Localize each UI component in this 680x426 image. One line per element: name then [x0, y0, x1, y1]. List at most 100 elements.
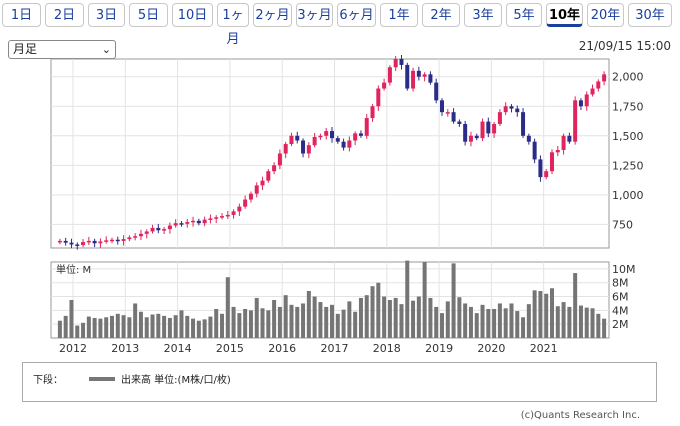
candle-body: [260, 180, 265, 186]
volume-bar: [555, 306, 560, 338]
tab-6[interactable]: 1ヶ月: [217, 3, 249, 47]
volume-tick-label: 2M: [612, 318, 629, 331]
candle-body: [370, 106, 375, 119]
volume-bar: [306, 291, 311, 338]
candle-body: [492, 123, 497, 134]
volume-bar: [416, 296, 421, 338]
volume-bar: [208, 316, 213, 338]
candle-body: [191, 220, 196, 223]
y-tick-label: 1,500: [612, 130, 644, 143]
candle-period-value: 月足: [13, 42, 38, 56]
candle-body: [115, 239, 120, 242]
candle-body: [445, 112, 450, 114]
candle-body: [185, 222, 190, 224]
y-tick-label: 2,000: [612, 71, 644, 84]
candle-body: [318, 135, 323, 138]
candle-body: [428, 74, 433, 83]
candle-body: [532, 141, 537, 160]
tab-11[interactable]: 2年: [422, 3, 460, 27]
tab-2[interactable]: 2日: [45, 3, 84, 27]
candle-body: [138, 233, 143, 237]
volume-bar: [98, 318, 103, 338]
tab-10[interactable]: 1年: [380, 3, 418, 27]
candle-body: [347, 140, 352, 148]
tab-13[interactable]: 5年: [506, 3, 542, 27]
x-tick-label: 2015: [216, 342, 244, 355]
volume-bar: [457, 297, 462, 338]
candle-body: [341, 141, 346, 148]
volume-bar: [63, 315, 68, 338]
volume-bar: [312, 296, 317, 338]
candle-body: [144, 231, 149, 234]
y-tick-label: 1,000: [612, 189, 644, 202]
candle-body: [104, 240, 109, 242]
volume-bar: [561, 302, 566, 338]
candle-body: [202, 219, 207, 224]
y-tick-label: 750: [612, 218, 633, 231]
candle-body: [81, 242, 86, 246]
candle-body: [133, 236, 138, 238]
candle-body: [486, 121, 491, 134]
x-tick-label: 2017: [321, 342, 349, 355]
candle-body: [295, 135, 300, 141]
candle-body: [208, 218, 213, 220]
tab-5[interactable]: 10日: [172, 3, 213, 27]
candle-body: [399, 59, 404, 65]
candle-body: [567, 135, 572, 142]
candle-body: [602, 74, 607, 82]
candle-body: [503, 106, 508, 113]
candle-body: [266, 171, 271, 181]
volume-bar: [110, 315, 114, 338]
tab-14[interactable]: 10年: [546, 3, 583, 27]
candle-body: [590, 88, 595, 95]
tab-9[interactable]: 6ヶ月: [337, 3, 376, 27]
volume-bar: [138, 311, 143, 338]
volume-bar: [393, 297, 398, 338]
candle-body: [526, 135, 531, 142]
tab-3[interactable]: 3日: [88, 3, 125, 27]
volume-bar: [81, 322, 86, 338]
candle-body: [225, 214, 230, 217]
candle-body: [411, 70, 416, 89]
volume-bar: [185, 315, 190, 338]
volume-bar: [133, 303, 138, 338]
tab-7[interactable]: 2ヶ月: [253, 3, 292, 27]
volume-bar: [440, 313, 444, 338]
volume-bar: [150, 314, 155, 338]
volume-bar: [272, 300, 277, 338]
candle-body: [353, 133, 358, 141]
volume-bar: [220, 313, 224, 338]
volume-bar: [231, 306, 236, 338]
candle-body: [86, 240, 91, 243]
period-tabs: 1日 2日 3日 5日 10日 1ヶ月 2ヶ月 3ヶ月 6ヶ月 1年 2年 3年 5年 10年 20年 30年: [0, 0, 680, 47]
tab-15[interactable]: 20年: [587, 3, 624, 27]
volume-tick-label: 8M: [612, 277, 629, 290]
tab-4[interactable]: 5日: [129, 3, 168, 27]
volume-bar: [162, 315, 167, 338]
tab-16[interactable]: 30年: [628, 3, 672, 27]
volume-bar: [237, 313, 242, 338]
candle-body: [457, 121, 462, 124]
candle-body: [561, 135, 566, 150]
volume-bar: [196, 320, 201, 338]
candle-body: [277, 153, 282, 166]
tab-8[interactable]: 3ヶ月: [296, 3, 333, 27]
copyright: (c)Quants Research Inc.: [520, 410, 640, 421]
volume-bar: [202, 319, 207, 338]
candle-body: [110, 239, 114, 242]
volume-bar: [521, 317, 526, 338]
tab-1[interactable]: 1日: [2, 3, 41, 27]
volume-bar: [382, 296, 387, 338]
volume-bar: [121, 315, 126, 338]
candle-body: [555, 149, 560, 153]
volume-bar: [370, 286, 375, 338]
candle-body: [179, 223, 184, 225]
candle-body: [358, 133, 363, 136]
candle-body: [254, 185, 259, 194]
volume-tick-label: 4M: [612, 304, 629, 317]
tab-12[interactable]: 3年: [464, 3, 502, 27]
candle-body: [272, 165, 277, 172]
candle-body: [364, 118, 369, 136]
candle-body: [92, 240, 97, 244]
volume-bar: [301, 303, 306, 338]
